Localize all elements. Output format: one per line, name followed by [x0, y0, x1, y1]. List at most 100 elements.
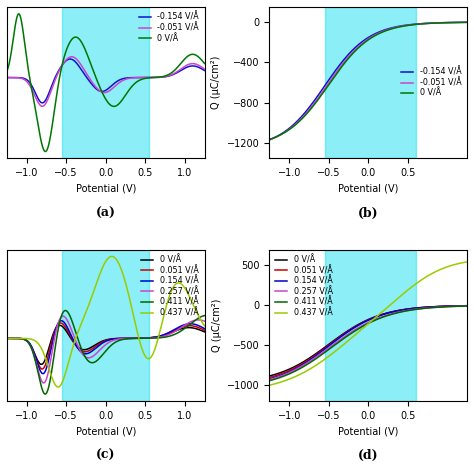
- 0.154 V/Å: [382, 311, 387, 317]
- -0.154 V/Å: [16, 75, 22, 81]
- Legend: -0.154 V/Å, -0.051 V/Å, 0 V/Å: -0.154 V/Å, -0.051 V/Å, 0 V/Å: [400, 66, 463, 100]
- 0 V/Å: [155, 74, 160, 80]
- -0.154 V/Å: [464, 19, 470, 25]
- Legend: 0 V/Å, 0.051 V/Å, 0.154 V/Å, 0.257 V/Å, 0.411 V/Å, 0.437 V/Å: 0 V/Å, 0.051 V/Å, 0.154 V/Å, 0.257 V/Å, …: [140, 254, 201, 319]
- 0.411 V/Å: [155, 335, 160, 341]
- 0.257 V/Å: [130, 336, 136, 341]
- Text: (c): (c): [96, 449, 116, 463]
- 0.257 V/Å: [16, 336, 22, 341]
- Line: 0.257 V/Å: 0.257 V/Å: [270, 306, 467, 380]
- 0.154 V/Å: [130, 336, 136, 341]
- 0 V/Å: [382, 311, 387, 317]
- 0 V/Å: [4, 68, 10, 74]
- -0.051 V/Å: [39, 103, 45, 109]
- 0 V/Å: [175, 327, 181, 333]
- -0.154 V/Å: [279, 131, 284, 137]
- Line: 0.437 V/Å: 0.437 V/Å: [7, 256, 204, 387]
- 0.437 V/Å: [175, 280, 181, 286]
- -0.051 V/Å: [69, 54, 74, 60]
- 0 V/Å: [175, 64, 181, 70]
- 0.257 V/Å: [41, 380, 46, 386]
- 0.437 V/Å: [155, 338, 160, 344]
- 0 V/Å: [382, 28, 387, 34]
- 0.437 V/Å: [109, 254, 115, 259]
- Line: 0.154 V/Å: 0.154 V/Å: [7, 321, 204, 374]
- 0.411 V/Å: [125, 336, 130, 342]
- 0.437 V/Å: [387, 303, 392, 309]
- -0.051 V/Å: [464, 19, 470, 25]
- 0.437 V/Å: [16, 336, 22, 341]
- 0.411 V/Å: [43, 391, 48, 397]
- 0.437 V/Å: [417, 279, 422, 284]
- 0.154 V/Å: [58, 318, 64, 324]
- 0.437 V/Å: [119, 269, 125, 274]
- -0.154 V/Å: [4, 75, 10, 81]
- 0.257 V/Å: [437, 304, 442, 310]
- Line: -0.154 V/Å: -0.154 V/Å: [7, 59, 204, 103]
- 0.051 V/Å: [392, 309, 398, 314]
- Line: 0.154 V/Å: 0.154 V/Å: [270, 306, 467, 379]
- 0.257 V/Å: [392, 310, 398, 316]
- Line: 0.411 V/Å: 0.411 V/Å: [270, 306, 467, 381]
- -0.051 V/Å: [267, 137, 273, 143]
- Line: 0 V/Å: 0 V/Å: [270, 306, 467, 376]
- 0.154 V/Å: [175, 325, 181, 331]
- 0 V/Å: [38, 362, 44, 367]
- X-axis label: Potential (V): Potential (V): [75, 184, 136, 194]
- 0.051 V/Å: [125, 336, 130, 341]
- 0 V/Å: [4, 336, 10, 341]
- 0.411 V/Å: [464, 303, 470, 309]
- 0.411 V/Å: [392, 310, 398, 316]
- 0.051 V/Å: [464, 303, 470, 309]
- 0.051 V/Å: [155, 334, 160, 339]
- -0.154 V/Å: [392, 24, 398, 30]
- 0.154 V/Å: [417, 305, 422, 310]
- 0.051 V/Å: [4, 336, 10, 341]
- 0.437 V/Å: [267, 383, 273, 388]
- 0.411 V/Å: [382, 314, 387, 319]
- Text: (b): (b): [358, 207, 379, 220]
- Line: 0.257 V/Å: 0.257 V/Å: [7, 316, 204, 383]
- Line: 0.437 V/Å: 0.437 V/Å: [270, 262, 467, 385]
- 0.257 V/Å: [382, 313, 387, 319]
- Line: -0.154 V/Å: -0.154 V/Å: [270, 22, 467, 140]
- 0.051 V/Å: [175, 326, 181, 332]
- Line: 0.051 V/Å: 0.051 V/Å: [270, 306, 467, 377]
- 0 V/Å: [125, 336, 130, 341]
- Line: 0 V/Å: 0 V/Å: [7, 325, 204, 365]
- 0.437 V/Å: [125, 287, 130, 292]
- X-axis label: Potential (V): Potential (V): [338, 426, 399, 436]
- 0.154 V/Å: [392, 309, 398, 314]
- -0.154 V/Å: [267, 137, 273, 143]
- -0.051 V/Å: [392, 25, 398, 30]
- 0.154 V/Å: [437, 304, 442, 310]
- 0 V/Å: [437, 304, 442, 310]
- 0.411 V/Å: [175, 330, 181, 336]
- 0 V/Å: [417, 305, 422, 310]
- 0.437 V/Å: [4, 336, 10, 341]
- 0 V/Å: [267, 137, 273, 142]
- -0.154 V/Å: [67, 56, 73, 62]
- 0.257 V/Å: [125, 336, 130, 341]
- -0.154 V/Å: [437, 20, 442, 26]
- 0.411 V/Å: [387, 312, 392, 318]
- 0.437 V/Å: [382, 307, 387, 313]
- 0.051 V/Å: [279, 371, 284, 376]
- -0.051 V/Å: [201, 66, 207, 72]
- Line: 0 V/Å: 0 V/Å: [270, 22, 467, 139]
- 0.154 V/Å: [279, 372, 284, 378]
- -0.051 V/Å: [125, 76, 130, 82]
- -0.051 V/Å: [4, 75, 10, 81]
- Legend: -0.154 V/Å, -0.051 V/Å, 0 V/Å: -0.154 V/Å, -0.051 V/Å, 0 V/Å: [137, 11, 201, 45]
- 0 V/Å: [16, 336, 22, 341]
- Bar: [62, 249, 149, 401]
- 0 V/Å: [392, 25, 398, 31]
- 0.411 V/Å: [437, 304, 442, 310]
- 0.257 V/Å: [417, 306, 422, 311]
- 0 V/Å: [464, 19, 470, 25]
- 0.154 V/Å: [40, 371, 46, 376]
- 0.411 V/Å: [130, 336, 136, 341]
- 0.257 V/Å: [119, 336, 125, 342]
- 0.437 V/Å: [55, 384, 61, 390]
- 0 V/Å: [279, 131, 284, 137]
